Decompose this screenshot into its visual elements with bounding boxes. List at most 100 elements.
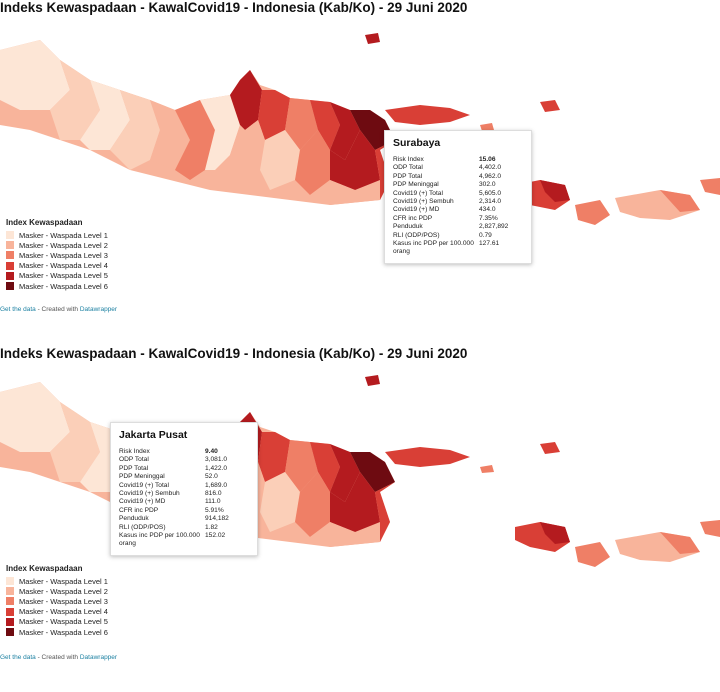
legend: Index Kewaspadaan Masker - Waspada Level… [6,218,108,291]
choropleth-map[interactable] [0,372,720,612]
tooltip-row: CFR inc PDP 7.35% [393,215,523,223]
tooltip-row-value: 4,962.0 [479,172,501,180]
tooltip-row-value: 5.91% [205,506,224,514]
legend-label: Masker - Waspada Level 3 [19,596,108,606]
tooltip-row-label: Covid19 (+) MD [393,206,440,214]
tooltip-row: PDP Meninggal 302.0 [393,181,523,189]
tooltip-row-value: 15.06 [479,156,496,163]
tooltip-row-label: Covid19 (+) Total [393,189,443,197]
get-data-link[interactable]: Get the data [0,654,36,661]
footer: Get the data - Created with Datawrapper [0,654,117,661]
tooltip-row: Penduduk 914,182 [119,515,249,523]
datawrapper-link[interactable]: Datawrapper [79,306,118,313]
legend-swatch [6,231,14,240]
tooltip-row: ODP Total 4,402.0 [393,164,523,172]
legend-label: Masker - Waspada Level 1 [19,576,108,586]
legend-item: Masker - Waspada Level 2 [6,586,108,596]
tooltip-row-label: Kasus inc PDP per 100.000 orang [119,532,200,548]
tooltip-row: Kasus inc PDP per 100.000 orang 152.02 [119,532,249,549]
tooltip-row-label: ODP Total [393,164,423,172]
legend-label: Masker - Waspada Level 6 [19,281,108,291]
tooltip-row-value: 52.0 [205,473,218,481]
tooltip-row-value: 0.79 [479,231,492,239]
legend-title: Index Kewaspadaan [6,564,83,573]
legend-item: Masker - Waspada Level 5 [6,617,108,627]
region-tooltip: Jakarta Pusat Risk Index 9.40 ODP Total 3,0… [110,422,258,556]
tooltip-row-value: 152.02 [205,532,226,540]
legend-swatch [6,607,14,616]
datawrapper-link[interactable]: Datawrapper [79,654,118,661]
tooltip-row: PDP Meninggal 52.0 [119,473,249,481]
map-title: Indeks Kewaspadaan - KawalCovid19 - Indo… [0,346,468,361]
tooltip-row-label: Kasus inc PDP per 100.000 orang [393,240,474,256]
tooltip-row: RLI (ODP/POS) 1.82 [119,524,249,532]
tooltip-row-label: Covid19 (+) Sembuh [393,198,454,206]
created-with-text: - Created with [35,306,80,313]
tooltip-row-label: PDP Meninggal [393,181,439,189]
legend-title: Index Kewaspadaan [6,218,83,227]
tooltip-row-value: 302.0 [479,181,496,189]
tooltip-row-value: 3,081.0 [205,456,227,464]
tooltip-row-label: Penduduk [119,515,149,523]
legend-swatch [6,587,14,596]
tooltip-row: Covid19 (+) Total 5,605.0 [393,190,523,198]
legend-label: Masker - Waspada Level 3 [19,250,108,260]
legend-item: Masker - Waspada Level 3 [6,596,108,606]
legend-label: Masker - Waspada Level 4 [19,261,108,271]
legend-swatch [6,617,14,626]
choropleth-map[interactable] [0,30,720,270]
tooltip-row: PDP Total 4,962.0 [393,173,523,181]
tooltip-row: Risk Index 15.06 [393,156,523,164]
legend-item: Masker - Waspada Level 6 [6,627,108,637]
legend-items: Masker - Waspada Level 1 Masker - Waspada… [6,230,108,291]
tooltip-row: Covid19 (+) Sembuh 816.0 [119,490,249,498]
legend-swatch [6,251,14,260]
tooltip-row-value: 914,182 [205,515,229,523]
tooltip-row-value: 4,402.0 [479,164,501,172]
tooltip-rows: Risk Index 9.40 ODP Total 3,081.0 PDP Total 1… [119,448,249,549]
legend-label: Masker - Waspada Level 4 [19,607,108,617]
legend-swatch [6,282,14,291]
tooltip-row-label: CFR inc PDP [393,214,433,222]
legend-swatch [6,261,14,270]
tooltip-region-name: Jakarta Pusat [119,429,188,441]
tooltip-row-value: 1.82 [205,523,218,531]
tooltip-row: Risk Index 9.40 [119,448,249,456]
tooltip-row-label: PDP Meninggal [119,473,165,481]
legend-item: Masker - Waspada Level 3 [6,250,108,260]
legend-label: Masker - Waspada Level 1 [19,230,108,240]
tooltip-row-label: Covid19 (+) Sembuh [119,490,180,498]
tooltip-row-label: ODP Total [119,456,149,464]
tooltip-row-label: RLI (ODP/POS) [393,231,440,239]
tooltip-row-value: 1,689.0 [205,481,227,489]
tooltip-row: Covid19 (+) MD 111.0 [119,498,249,506]
tooltip-row-value: 7.35% [479,214,498,222]
legend-item: Masker - Waspada Level 6 [6,281,108,291]
tooltip-region-name: Surabaya [393,137,441,149]
legend-swatch [6,577,14,586]
tooltip-row-value: 2,314.0 [479,198,501,206]
legend-label: Masker - Waspada Level 2 [19,240,108,250]
tooltip-row: CFR inc PDP 5.91% [119,507,249,515]
legend-swatch [6,597,14,606]
legend-label: Masker - Waspada Level 6 [19,627,108,637]
tooltip-row-label: Covid19 (+) Total [119,481,169,489]
tooltip-row-value: 5,605.0 [479,189,501,197]
tooltip-row: Covid19 (+) Sembuh 2,314.0 [393,198,523,206]
map-panel-1: Indeks Kewaspadaan - KawalCovid19 - Indo… [0,0,720,313]
legend-item: Masker - Waspada Level 2 [6,240,108,250]
tooltip-row: Covid19 (+) Total 1,689.0 [119,482,249,490]
tooltip-row: Kasus inc PDP per 100.000 orang 127.61 [393,240,523,257]
legend-swatch [6,241,14,250]
legend-label: Masker - Waspada Level 2 [19,586,108,596]
legend: Index Kewaspadaan Masker - Waspada Level… [6,564,108,637]
tooltip-row-value: 9.40 [205,448,218,455]
tooltip-row-label: Penduduk [393,223,423,231]
get-data-link[interactable]: Get the data [0,306,36,313]
tooltip-row-label: Risk Index [119,448,150,455]
tooltip-row-value: 111.0 [205,498,221,506]
legend-item: Masker - Waspada Level 5 [6,271,108,281]
map-title: Indeks Kewaspadaan - KawalCovid19 - Indo… [0,0,468,15]
tooltip-row: RLI (ODP/POS) 0.79 [393,232,523,240]
tooltip-rows: Risk Index 15.06 ODP Total 4,402.0 PDP Total… [393,156,523,257]
